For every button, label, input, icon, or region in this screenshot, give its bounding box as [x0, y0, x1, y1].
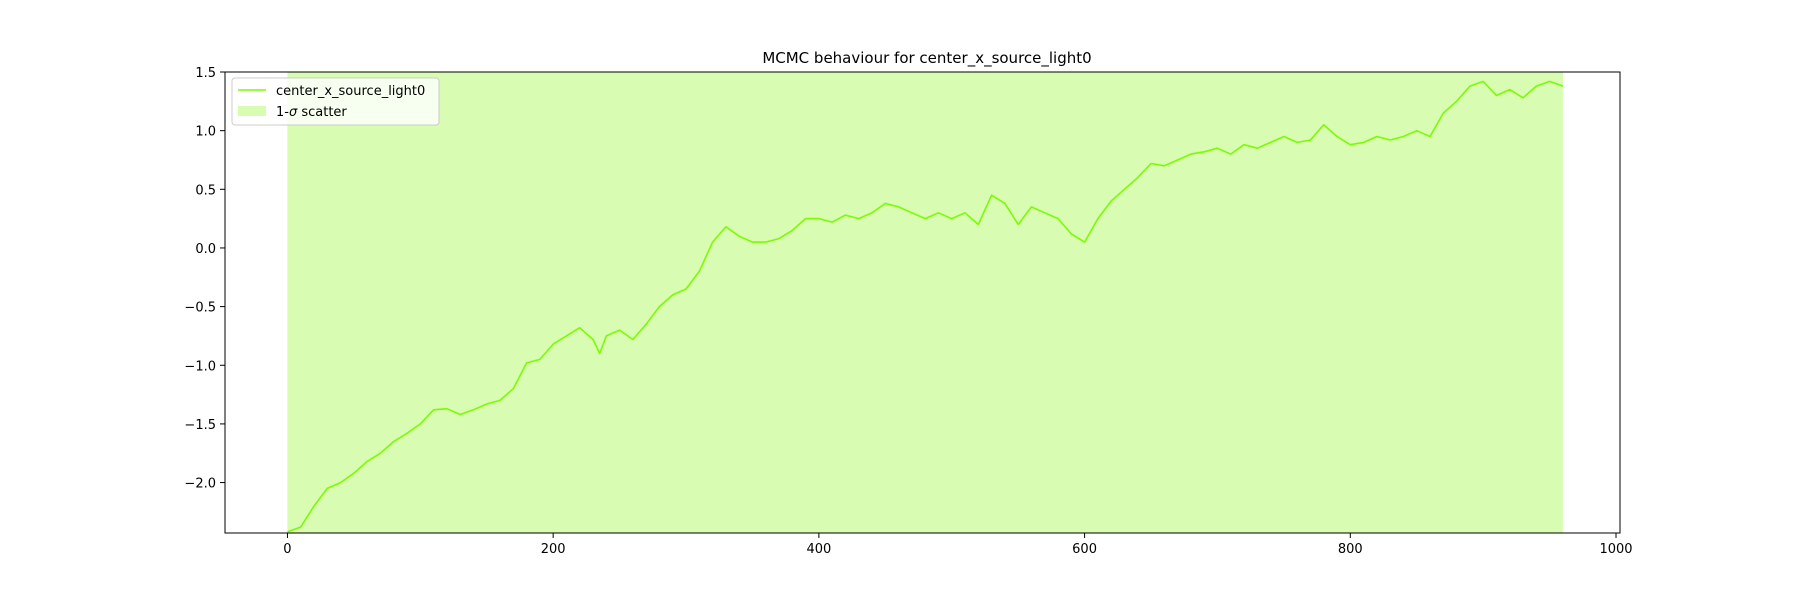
x-tick-label: 400 — [806, 542, 831, 557]
y-axis: −2.0 −1.5 −1.0 −0.5 0.0 0.5 1.0 1.5 — [184, 66, 225, 492]
y-tick-label: 1.0 — [195, 125, 216, 140]
x-tick-label: 200 — [541, 542, 566, 557]
x-tick-label: 800 — [1338, 542, 1363, 557]
y-tick-label: −2.0 — [184, 477, 216, 492]
y-tick-label: 0.5 — [195, 183, 216, 198]
series-line — [287, 80, 1564, 533]
legend-band-symbol: σ — [289, 105, 298, 120]
x-tick-label: 600 — [1072, 542, 1097, 557]
legend-box — [231, 77, 440, 126]
series-layer — [287, 80, 1564, 533]
x-tick-label: 0 — [283, 542, 291, 557]
plot-frame — [224, 71, 1621, 534]
legend: center_x_source_light0 1-σ scatter — [231, 77, 440, 126]
y-tick-label: −1.5 — [184, 418, 216, 433]
legend-band-label: 1-σ scatter — [276, 105, 347, 120]
y-tick-label: 1.5 — [195, 66, 216, 81]
x-tick-label: 1000 — [1599, 542, 1632, 557]
legend-band-prefix: 1- — [276, 105, 289, 120]
y-tick-label: 0.0 — [195, 242, 216, 257]
x-axis: 0 200 400 600 800 1000 — [283, 533, 1633, 557]
y-tick-label: −1.0 — [184, 359, 216, 374]
chart-title: MCMC behaviour for center_x_source_light… — [762, 49, 1091, 68]
legend-band-swatch — [238, 106, 266, 116]
scatter-band — [287, 72, 1563, 533]
legend-line-label: center_x_source_light0 — [276, 84, 425, 99]
y-tick-label: −0.5 — [184, 301, 216, 316]
legend-band-suffix: scatter — [297, 105, 347, 120]
